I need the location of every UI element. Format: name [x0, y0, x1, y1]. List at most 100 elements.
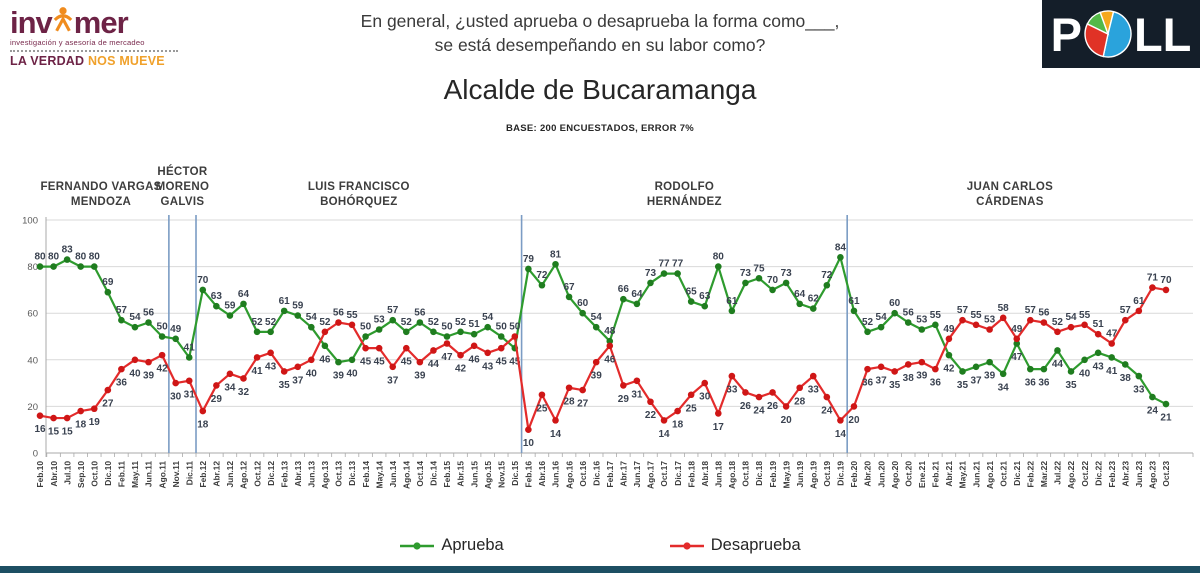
invamer-divider	[10, 50, 178, 52]
aprueba-dot	[50, 263, 57, 270]
aprueba-value-label: 37	[970, 375, 982, 386]
date-tick-label: Ago.14	[401, 461, 411, 489]
desaprueba-dot	[782, 403, 790, 410]
aprueba-value-label: 70	[767, 275, 779, 286]
aprueba-value-label: 41	[184, 342, 196, 353]
aprueba-dot	[63, 256, 71, 263]
aprueba-value-label: 73	[781, 268, 793, 279]
y-axis-tick-label: 0	[33, 449, 38, 460]
aprueba-dot	[782, 279, 790, 287]
date-tick-label: Dic.14	[429, 461, 439, 486]
aprueba-value-label: 63	[699, 291, 711, 302]
aprueba-dot	[1040, 365, 1048, 373]
aprueba-dot	[796, 300, 803, 308]
aprueba-dot	[362, 333, 369, 340]
aprueba-dot	[470, 330, 478, 338]
desaprueba-value-label: 32	[238, 387, 250, 398]
aprueba-dot	[389, 316, 397, 324]
invamer-figure-icon	[53, 5, 73, 37]
date-tick-label: Nov.11	[171, 461, 181, 488]
aprueba-value-label: 80	[75, 252, 87, 263]
aprueba-value-label: 39	[333, 371, 345, 382]
desaprueba-value-label: 33	[808, 385, 820, 396]
date-tick-label: Nov.15	[496, 461, 506, 488]
date-tick-label: Feb.14	[361, 461, 371, 488]
aprueba-dot	[36, 263, 44, 270]
aprueba-value-label: 57	[116, 305, 128, 316]
desaprueba-value-label: 29	[618, 394, 630, 405]
poll-logo-letters-ll: LL	[1133, 7, 1192, 61]
date-tick-label: May.19	[781, 461, 791, 489]
date-tick-label: Jun.19	[795, 461, 805, 488]
desaprueba-value-label: 37	[387, 375, 399, 386]
desaprueba-value-label: 31	[184, 389, 196, 400]
desaprueba-dot	[308, 356, 315, 364]
desaprueba-dot	[525, 426, 532, 434]
legend-label-desaprueba: Desaprueba	[710, 536, 801, 554]
date-tick-label: Jun.23	[1134, 461, 1144, 488]
aprueba-value-label: 36	[1038, 378, 1050, 389]
aprueba-dot	[443, 333, 451, 340]
aprueba-value-label: 48	[604, 326, 616, 337]
date-tick-label: Ago.16	[564, 461, 574, 489]
invamer-brand: inv mer	[10, 5, 188, 38]
desaprueba-value-label: 41	[251, 366, 263, 377]
desaprueba-dot	[104, 386, 112, 394]
desaprueba-value-label: 46	[604, 354, 616, 365]
date-tick-label: Dic.12	[266, 461, 276, 486]
date-tick-label: Feb.16	[524, 461, 534, 488]
desaprueba-value-label: 56	[1038, 308, 1050, 319]
date-tick-label: Ago.13	[320, 461, 330, 489]
date-tick-label: Abr.13	[293, 461, 303, 487]
mayor-name-label: MENDOZA	[71, 196, 131, 208]
date-tick-label: Mar.22	[1039, 461, 1049, 487]
aprueba-dot	[1108, 354, 1116, 361]
desaprueba-value-label: 40	[306, 368, 318, 379]
desaprueba-value-label: 19	[89, 417, 101, 428]
aprueba-value-label: 54	[876, 312, 888, 323]
desaprueba-dot	[63, 414, 71, 422]
aprueba-value-label: 80	[89, 252, 101, 263]
desaprueba-value-label: 24	[821, 406, 833, 417]
desaprueba-dot	[389, 363, 397, 371]
desaprueba-value-label: 28	[564, 396, 576, 407]
date-tick-label: May.21	[958, 461, 968, 489]
aprueba-value-label: 38	[1120, 373, 1132, 384]
page-title: Alcalde de Bucaramanga	[443, 74, 757, 105]
desaprueba-value-label: 70	[1160, 275, 1172, 286]
desaprueba-dot	[497, 344, 505, 352]
desaprueba-value-label: 47	[1106, 328, 1118, 339]
aprueba-value-label: 59	[224, 301, 236, 312]
date-tick-label: Oct.13	[334, 461, 344, 487]
y-axis-tick-label: 20	[27, 402, 38, 413]
desaprueba-dot	[796, 384, 803, 392]
aprueba-value-label: 73	[740, 268, 752, 279]
date-tick-label: Ago.17	[646, 461, 656, 489]
desaprueba-dot	[891, 368, 898, 375]
aprueba-value-label: 52	[862, 317, 874, 328]
aprueba-dot	[755, 274, 763, 282]
desaprueba-value-label: 45	[401, 357, 413, 368]
aprueba-value-label: 36	[1025, 378, 1037, 389]
date-tick-label: Oct.19	[822, 461, 832, 487]
desaprueba-dot	[430, 347, 437, 354]
desaprueba-dot	[145, 358, 152, 366]
desaprueba-dot	[674, 407, 681, 415]
date-tick-label: Ago.22	[1066, 461, 1076, 489]
desaprueba-dot	[701, 379, 709, 387]
desaprueba-value-label: 31	[631, 389, 643, 400]
desaprueba-dot	[36, 412, 44, 420]
aprueba-value-label: 80	[713, 252, 725, 263]
aprueba-value-label: 34	[998, 382, 1010, 393]
date-tick-label: Jun.12	[225, 461, 235, 488]
y-axis-tick-label: 40	[27, 355, 38, 366]
desaprueba-dot	[809, 372, 817, 380]
invamer-slogan: LA VERDAD NOS MUEVE	[10, 54, 188, 68]
aprueba-value-label: 65	[686, 287, 698, 298]
desaprueba-dot	[213, 382, 220, 389]
desaprueba-dot	[660, 417, 668, 424]
desaprueba-dot	[321, 328, 329, 336]
aprueba-dot	[877, 323, 885, 331]
mayor-name-label: HERNÁNDEZ	[647, 195, 722, 208]
aprueba-value-label: 75	[753, 263, 765, 274]
